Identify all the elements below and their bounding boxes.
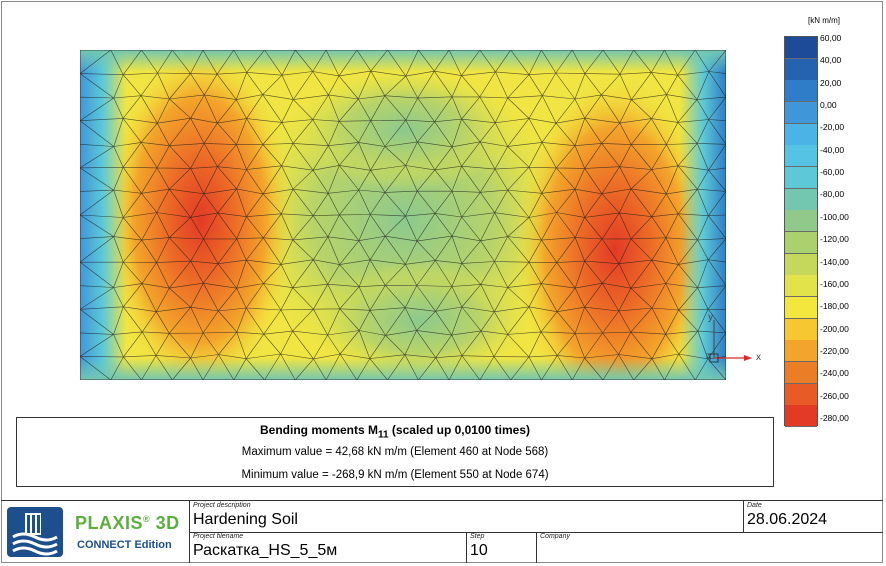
legend-tick-label: -120,00 bbox=[820, 234, 849, 245]
date-label: Date bbox=[747, 502, 762, 509]
result-info-box: Bending moments M11 (scaled up 0,0100 ti… bbox=[16, 417, 774, 487]
result-title: Bending moments M11 (scaled up 0,0100 ti… bbox=[17, 423, 773, 440]
legend-swatch bbox=[785, 340, 817, 363]
legend-swatch bbox=[785, 145, 817, 168]
result-title-text: Bending moments M bbox=[260, 423, 379, 437]
minimum-value: Minimum value = -268,9 kN m/m (Element 5… bbox=[241, 469, 549, 481]
project-description-cell: Project description Hardening Soil bbox=[189, 501, 743, 532]
plaxis-logo: PLAXIS® 3D CONNECT Edition bbox=[1, 501, 189, 563]
legend-unit: [kN m/m] bbox=[808, 16, 840, 25]
date-cell: Date 28.06.2024 bbox=[743, 501, 883, 532]
company-cell: Company bbox=[536, 532, 883, 563]
legend-tick-label: -140,00 bbox=[820, 256, 849, 267]
mesh-lines bbox=[80, 50, 726, 380]
legend-swatch bbox=[785, 297, 817, 320]
result-title-subscript: 11 bbox=[378, 429, 389, 441]
legend-swatch bbox=[785, 210, 817, 233]
project-description-value: Hardening Soil bbox=[193, 511, 298, 528]
logo-name-text: PLAXIS bbox=[75, 513, 144, 533]
legend-swatch bbox=[785, 318, 817, 341]
logo-suffix: 3D bbox=[155, 513, 180, 533]
legend-tick-label: -260,00 bbox=[820, 390, 849, 401]
legend-tick-label: -240,00 bbox=[820, 368, 849, 379]
legend-tick-label: 20,00 bbox=[820, 77, 842, 88]
legend-swatch bbox=[785, 102, 817, 125]
color-legend: [kN m/m] 60,00 40,00 20,00 0,00 -20,00 -40,00… bbox=[782, 16, 872, 428]
company-label: Company bbox=[540, 533, 570, 540]
logo-name: PLAXIS® 3D bbox=[75, 513, 180, 534]
x-axis-label: x bbox=[756, 352, 761, 363]
legend-tick-label: -40,00 bbox=[820, 144, 845, 155]
legend-tick-label: -220,00 bbox=[820, 345, 849, 356]
step-label: Step bbox=[470, 533, 485, 540]
legend-tick-label: -60,00 bbox=[820, 167, 845, 178]
legend-swatch bbox=[785, 80, 817, 103]
legend-tick-label: -180,00 bbox=[820, 301, 849, 312]
logo-edition: CONNECT Edition bbox=[77, 539, 172, 551]
legend-tick-label: -280,00 bbox=[820, 413, 849, 423]
legend-swatch bbox=[785, 275, 817, 298]
project-filename-label: Project filename bbox=[193, 533, 244, 540]
legend-swatch bbox=[785, 167, 817, 190]
legend-color-bar bbox=[784, 36, 818, 428]
step-cell: Step 10 bbox=[466, 532, 536, 563]
contour-plot bbox=[80, 50, 726, 380]
project-description-label: Project description bbox=[193, 502, 251, 509]
title-block: PLAXIS® 3D CONNECT Edition Project descr… bbox=[1, 500, 883, 563]
legend-swatch bbox=[785, 37, 817, 60]
registered-mark: ® bbox=[143, 514, 151, 524]
legend-tick-label: -20,00 bbox=[820, 122, 845, 133]
legend-tick-label: -200,00 bbox=[820, 323, 849, 334]
legend-tick-label: 40,00 bbox=[820, 55, 842, 66]
maximum-value: Maximum value = 42,68 kN m/m (Element 46… bbox=[241, 446, 549, 458]
legend-swatch bbox=[785, 253, 817, 276]
legend-swatch bbox=[785, 405, 817, 428]
legend-tick-label: -80,00 bbox=[820, 189, 845, 200]
legend-tick-label: -100,00 bbox=[820, 211, 849, 222]
axis-indicator bbox=[709, 320, 752, 363]
legend-swatch bbox=[785, 232, 817, 255]
contour-plot-svg bbox=[80, 50, 726, 380]
result-title-suffix: (scaled up 0,0100 times) bbox=[388, 423, 530, 437]
plaxis-logo-icon bbox=[7, 507, 63, 557]
date-value: 28.06.2024 bbox=[747, 511, 828, 528]
legend-swatch bbox=[785, 383, 817, 406]
legend-swatch bbox=[785, 188, 817, 211]
step-value: 10 bbox=[470, 542, 488, 559]
z-axis-label: z bbox=[706, 351, 710, 360]
y-axis-label: y bbox=[708, 312, 713, 323]
legend-swatch bbox=[785, 362, 817, 385]
project-filename-cell: Project filename Раскатка_HS_5_5м bbox=[189, 532, 466, 563]
legend-tick-label: -160,00 bbox=[820, 278, 849, 289]
legend-swatch bbox=[785, 123, 817, 146]
legend-swatch bbox=[785, 58, 817, 81]
legend-tick-label: 60,00 bbox=[820, 33, 842, 43]
legend-tick-label: 0,00 bbox=[820, 100, 837, 111]
project-filename-value: Раскатка_HS_5_5м bbox=[193, 542, 338, 559]
